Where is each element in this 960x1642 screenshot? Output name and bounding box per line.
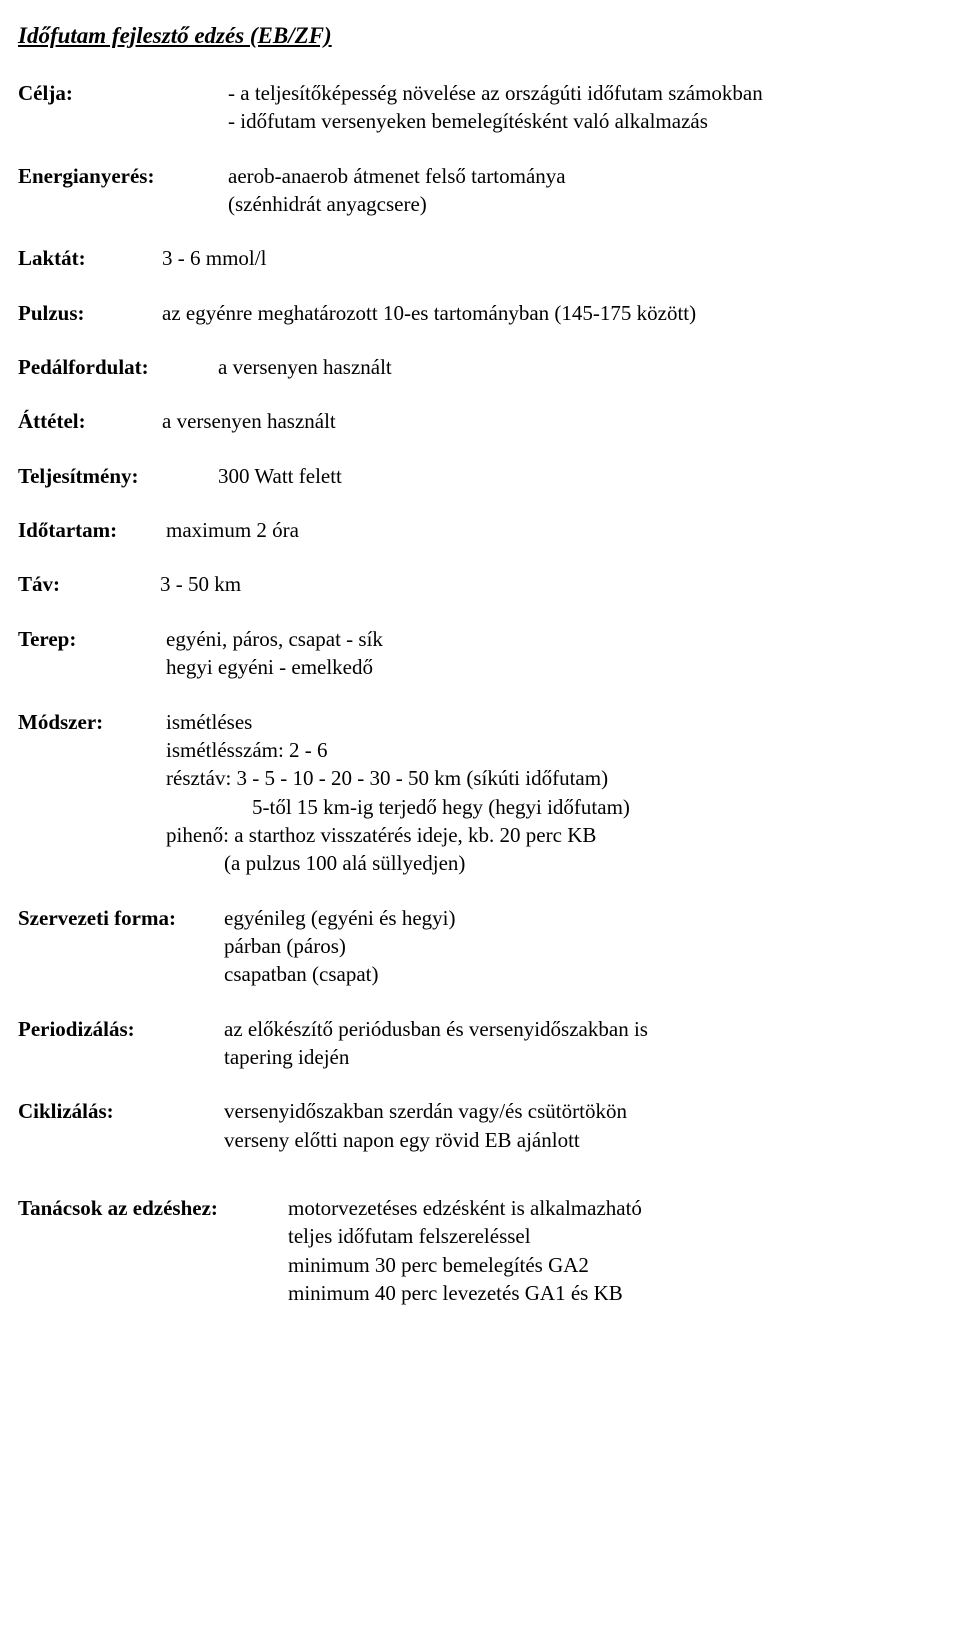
tanacsok-line-2: teljes időfutam felszereléssel xyxy=(288,1222,942,1250)
label-terep: Terep: xyxy=(18,625,166,653)
celja-line-2: - időfutam versenyeken bemelegítésként v… xyxy=(228,107,942,135)
row-modszer: Módszer: ismétléses ismétlésszám: 2 - 6 … xyxy=(18,708,942,878)
row-attetel: Áttétel: a versenyen használt xyxy=(18,407,942,435)
label-pulzus: Pulzus: xyxy=(18,299,162,327)
value-modszer: ismétléses ismétlésszám: 2 - 6 résztáv: … xyxy=(166,708,942,878)
value-terep: egyéni, páros, csapat - sík hegyi egyéni… xyxy=(166,625,942,682)
row-tanacsok: Tanácsok az edzéshez: motorvezetéses edz… xyxy=(18,1194,942,1307)
modszer-line-3: résztáv: 3 - 5 - 10 - 20 - 30 - 50 km (s… xyxy=(166,764,942,792)
row-periodizalas: Periodizálás: az előkészítő periódusban … xyxy=(18,1015,942,1072)
label-ciklizalas: Ciklizálás: xyxy=(18,1097,224,1125)
label-idotartam: Időtartam: xyxy=(18,516,166,544)
value-szervezeti: egyénileg (egyéni és hegyi) párban (páro… xyxy=(224,904,942,989)
energianyeres-line-2: (szénhidrát anyagcsere) xyxy=(228,190,942,218)
value-idotartam: maximum 2 óra xyxy=(166,516,942,544)
szervezeti-line-3: csapatban (csapat) xyxy=(224,960,942,988)
modszer-line-6: (a pulzus 100 alá süllyedjen) xyxy=(166,849,942,877)
value-tav: 3 - 50 km xyxy=(160,570,942,598)
energianyeres-line-1: aerob-anaerob átmenet felső tartománya xyxy=(228,162,942,190)
label-attetel: Áttétel: xyxy=(18,407,162,435)
row-energianyeres: Energianyerés: aerob-anaerob átmenet fel… xyxy=(18,162,942,219)
label-modszer: Módszer: xyxy=(18,708,166,736)
szervezeti-line-2: párban (páros) xyxy=(224,932,942,960)
value-celja: - a teljesítőképesség növelése az ország… xyxy=(228,79,942,136)
row-ciklizalas: Ciklizálás: versenyidőszakban szerdán va… xyxy=(18,1097,942,1154)
row-terep: Terep: egyéni, páros, csapat - sík hegyi… xyxy=(18,625,942,682)
modszer-line-4: 5-től 15 km-ig terjedő hegy (hegyi időfu… xyxy=(166,793,942,821)
row-laktat: Laktát: 3 - 6 mmol/l xyxy=(18,244,942,272)
label-energianyeres: Energianyerés: xyxy=(18,162,228,190)
tanacsok-line-3: minimum 30 perc bemelegítés GA2 xyxy=(288,1251,942,1279)
document-title: Időfutam fejlesztő edzés (EB/ZF) xyxy=(18,20,942,51)
ciklizalas-line-2: verseny előtti napon egy rövid EB ajánlo… xyxy=(224,1126,942,1154)
label-teljesitmeny: Teljesítmény: xyxy=(18,462,218,490)
value-tanacsok: motorvezetéses edzésként is alkalmazható… xyxy=(288,1194,942,1307)
row-pulzus: Pulzus: az egyénre meghatározott 10-es t… xyxy=(18,299,942,327)
row-pedalfordulat: Pedálfordulat: a versenyen használt xyxy=(18,353,942,381)
row-szervezeti: Szervezeti forma: egyénileg (egyéni és h… xyxy=(18,904,942,989)
label-szervezeti: Szervezeti forma: xyxy=(18,904,224,932)
terep-line-2: hegyi egyéni - emelkedő xyxy=(166,653,942,681)
label-celja: Célja: xyxy=(18,79,228,107)
modszer-line-5: pihenő: a starthoz visszatérés ideje, kb… xyxy=(166,821,942,849)
value-pedalfordulat: a versenyen használt xyxy=(218,353,942,381)
ciklizalas-line-1: versenyidőszakban szerdán vagy/és csütör… xyxy=(224,1097,942,1125)
label-tanacsok: Tanácsok az edzéshez: xyxy=(18,1194,288,1222)
szervezeti-line-1: egyénileg (egyéni és hegyi) xyxy=(224,904,942,932)
value-periodizalas: az előkészítő periódusban és versenyidős… xyxy=(224,1015,942,1072)
modszer-line-2: ismétlésszám: 2 - 6 xyxy=(166,736,942,764)
label-laktat: Laktát: xyxy=(18,244,162,272)
label-periodizalas: Periodizálás: xyxy=(18,1015,224,1043)
row-celja: Célja: - a teljesítőképesség növelése az… xyxy=(18,79,942,136)
modszer-line-1: ismétléses xyxy=(166,708,942,736)
row-idotartam: Időtartam: maximum 2 óra xyxy=(18,516,942,544)
tanacsok-line-1: motorvezetéses edzésként is alkalmazható xyxy=(288,1194,942,1222)
periodizalas-line-2: tapering idején xyxy=(224,1043,942,1071)
celja-line-1: - a teljesítőképesség növelése az ország… xyxy=(228,79,942,107)
tanacsok-line-4: minimum 40 perc levezetés GA1 és KB xyxy=(288,1279,942,1307)
value-teljesitmeny: 300 Watt felett xyxy=(218,462,942,490)
label-pedalfordulat: Pedálfordulat: xyxy=(18,353,218,381)
terep-line-1: egyéni, páros, csapat - sík xyxy=(166,625,942,653)
row-tav: Táv: 3 - 50 km xyxy=(18,570,942,598)
value-ciklizalas: versenyidőszakban szerdán vagy/és csütör… xyxy=(224,1097,942,1154)
value-energianyeres: aerob-anaerob átmenet felső tartománya (… xyxy=(228,162,942,219)
label-tav: Táv: xyxy=(18,570,160,598)
value-attetel: a versenyen használt xyxy=(162,407,942,435)
periodizalas-line-1: az előkészítő periódusban és versenyidős… xyxy=(224,1015,942,1043)
row-teljesitmeny: Teljesítmény: 300 Watt felett xyxy=(18,462,942,490)
value-pulzus: az egyénre meghatározott 10-es tartomány… xyxy=(162,299,942,327)
value-laktat: 3 - 6 mmol/l xyxy=(162,244,942,272)
